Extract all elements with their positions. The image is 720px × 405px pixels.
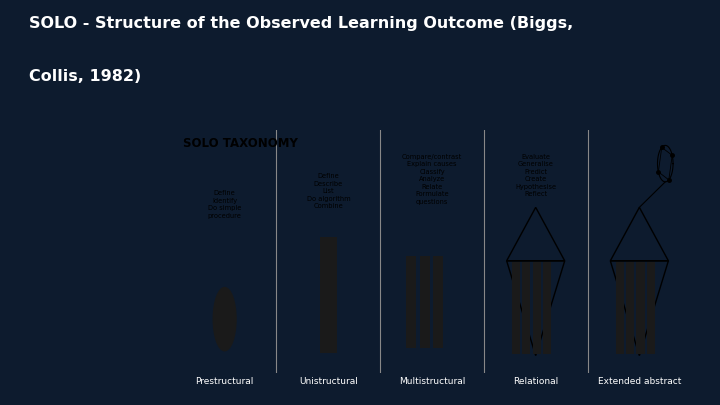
Bar xyxy=(420,256,430,348)
Text: Unistructural: Unistructural xyxy=(299,377,358,386)
Bar xyxy=(636,262,644,354)
Text: Multistructural: Multistructural xyxy=(399,377,465,386)
Ellipse shape xyxy=(213,288,236,351)
Bar xyxy=(406,256,416,348)
Text: SOLO - Structure of the Observed Learning Outcome (Biggs,: SOLO - Structure of the Observed Learnin… xyxy=(29,16,573,31)
Bar xyxy=(626,262,634,354)
Text: Extended abstract: Extended abstract xyxy=(598,377,681,386)
Text: Compare/contrast
Explain causes
Classify
Analyze
Relate
Formulate
questions: Compare/contrast Explain causes Classify… xyxy=(402,154,462,205)
Text: Prestructural: Prestructural xyxy=(195,377,254,386)
Bar xyxy=(533,262,541,354)
Bar xyxy=(522,262,531,354)
Bar xyxy=(320,237,337,353)
Text: Collis, 1982): Collis, 1982) xyxy=(29,69,141,84)
Text: Define
Describe
List
Do algorithm
Combine: Define Describe List Do algorithm Combin… xyxy=(307,173,350,209)
Text: Define
Identify
Do simple
procedure: Define Identify Do simple procedure xyxy=(207,190,242,219)
Bar xyxy=(647,262,655,354)
Bar xyxy=(543,262,552,354)
Bar xyxy=(616,262,624,354)
Text: Relational: Relational xyxy=(513,377,558,386)
Text: Evaluate
Generalise
Predict
Create
Hypothesise
Reflect: Evaluate Generalise Predict Create Hypot… xyxy=(515,154,557,197)
Text: SOLO TAXONOMY: SOLO TAXONOMY xyxy=(183,137,298,150)
Bar xyxy=(433,256,444,348)
Bar xyxy=(512,262,520,354)
